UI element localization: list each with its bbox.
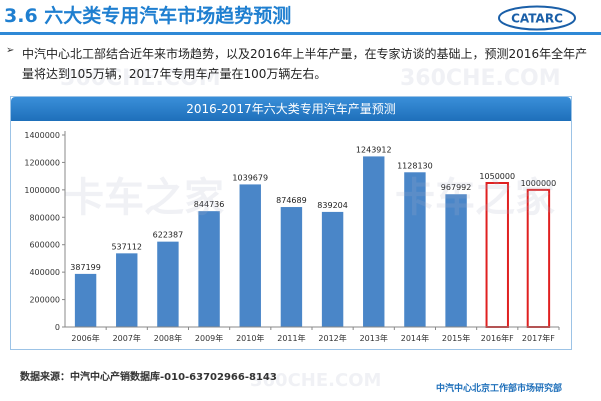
x-tick-label: 2009年 bbox=[195, 333, 223, 343]
x-tick-label: 2012年 bbox=[318, 333, 346, 343]
bar bbox=[404, 172, 426, 327]
chart-panel: 2016-2017年六大类专用汽车产量预测 0 200000 400000 60000… bbox=[10, 96, 572, 350]
bullet-arrow-icon: ➢ bbox=[6, 45, 15, 56]
y-tick-label: 600000 bbox=[29, 241, 60, 250]
x-tick-label: 2006年 bbox=[71, 333, 99, 343]
y-tick-label: 0 bbox=[55, 323, 60, 332]
x-tick-label: 2007年 bbox=[113, 333, 141, 343]
y-axis: 0 200000 400000 600000 800000 1000000 1200000 1… bbox=[24, 131, 66, 332]
bar bbox=[280, 207, 303, 327]
data-source: 数据来源：中汽中心产销数据库-010-63702966-8143 bbox=[20, 372, 277, 383]
y-tick-label: 1000000 bbox=[24, 186, 60, 195]
data-label: 1039679 bbox=[232, 173, 268, 182]
y-tick-label: 400000 bbox=[29, 268, 60, 277]
logo-text: CATARC bbox=[511, 12, 563, 26]
page-title: 3.6 六大类专用汽车市场趋势预测 bbox=[4, 5, 292, 27]
data-label: 387199 bbox=[70, 263, 101, 272]
bullet-text: 中汽中心北工部结合近年来市场趋势，以及2016年上半年产量，在专家访谈的基础上，… bbox=[22, 47, 588, 81]
data-label: 1050000 bbox=[479, 172, 515, 181]
data-label: 1243912 bbox=[356, 145, 392, 154]
bar bbox=[157, 241, 179, 327]
data-label: 622387 bbox=[153, 231, 184, 240]
bar bbox=[74, 273, 97, 327]
bar bbox=[363, 156, 385, 327]
bar bbox=[321, 211, 344, 327]
bar bbox=[116, 253, 138, 327]
bar bbox=[239, 184, 261, 327]
y-tick-label: 200000 bbox=[29, 296, 60, 305]
x-tick-label: 2008年 bbox=[154, 333, 182, 343]
x-tick-label: 2011年 bbox=[277, 333, 305, 343]
x-tick-label: 2017年F bbox=[522, 333, 555, 343]
x-tick-label: 2010年 bbox=[236, 333, 264, 343]
catarc-logo: CATARC bbox=[498, 5, 576, 31]
data-label: 844736 bbox=[194, 200, 225, 209]
data-label: 967992 bbox=[441, 183, 472, 192]
bar bbox=[198, 211, 220, 327]
y-tick-label: 1400000 bbox=[24, 131, 60, 140]
y-tick-label: 1200000 bbox=[24, 158, 60, 167]
x-tick-label: 2013年 bbox=[360, 333, 388, 343]
footer-org: 中汽中心北京工作部市场研究部 bbox=[436, 384, 563, 394]
title-divider bbox=[0, 32, 601, 35]
x-axis: 2006年 2007年 2008年 2009年 2010年 2011年 2012年 2013年… bbox=[65, 326, 560, 343]
data-label: 1128130 bbox=[397, 161, 433, 170]
data-label: 839204 bbox=[317, 201, 348, 210]
bar-series: 387199 537112 622387 844736 1039679 874689 839… bbox=[70, 145, 557, 328]
data-label: 1000000 bbox=[521, 179, 557, 188]
x-tick-label: 2015年 bbox=[442, 333, 470, 343]
bar-chart: 0 200000 400000 600000 800000 1000000 1200000 1… bbox=[24, 131, 560, 343]
forecast-bar bbox=[526, 188, 551, 328]
forecast-bar bbox=[485, 182, 509, 328]
data-label: 874689 bbox=[276, 196, 307, 205]
x-tick-label: 2016年F bbox=[481, 333, 514, 343]
data-label: 537112 bbox=[111, 242, 142, 251]
x-tick-label: 2014年 bbox=[401, 333, 429, 343]
chart-title: 2016-2017年六大类专用汽车产量预测 bbox=[11, 97, 571, 121]
bar bbox=[445, 194, 467, 327]
y-tick-label: 800000 bbox=[29, 213, 60, 222]
